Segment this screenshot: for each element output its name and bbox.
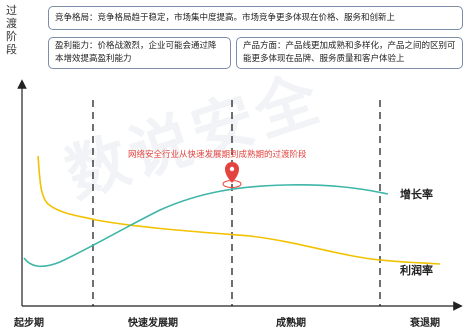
phase-label-rapid-growth: 快速发展期 <box>128 318 178 329</box>
profit-rate-label: 利润率 <box>400 264 433 277</box>
location-pin-icon <box>222 162 242 188</box>
note-product: 产品方面：产品线更加成熟和多样化，产品之间的区别可能更多体现在品牌、服务质量和客… <box>236 37 463 69</box>
profit-rate-curve <box>37 155 441 265</box>
phase-label-startup: 起步期 <box>14 318 44 329</box>
growth-rate-label: 增长率 <box>400 188 433 201</box>
note-competition-text: 竞争格局：竞争格局趋于稳定，市场集中度提高。市场竞争更多体现在价格、服务和创新上 <box>55 12 396 23</box>
phase-label-decline: 衰退期 <box>410 318 440 329</box>
growth-rate-curve <box>23 184 389 268</box>
y-axis-label: 过渡阶段 <box>6 4 17 56</box>
note-profit: 盈利能力：价格战激烈，企业可能会通过降本增效提高盈利能力 <box>48 37 231 69</box>
phase-label-maturity: 成熟期 <box>276 318 306 329</box>
transition-stage-label: 网络安全行业从快速发展期到成熟期的过渡阶段 <box>128 150 307 160</box>
note-product-text: 产品方面：产品线更加成熟和多样化，产品之间的区别可能更多体现在品牌、服务质量和客… <box>243 41 456 64</box>
note-competition: 竞争格局：竞争格局趋于稳定，市场集中度提高。市场竞争更多体现在价格、服务和创新上 <box>48 6 463 30</box>
note-profit-text: 盈利能力：价格战激烈，企业可能会通过降本增效提高盈利能力 <box>55 41 217 64</box>
